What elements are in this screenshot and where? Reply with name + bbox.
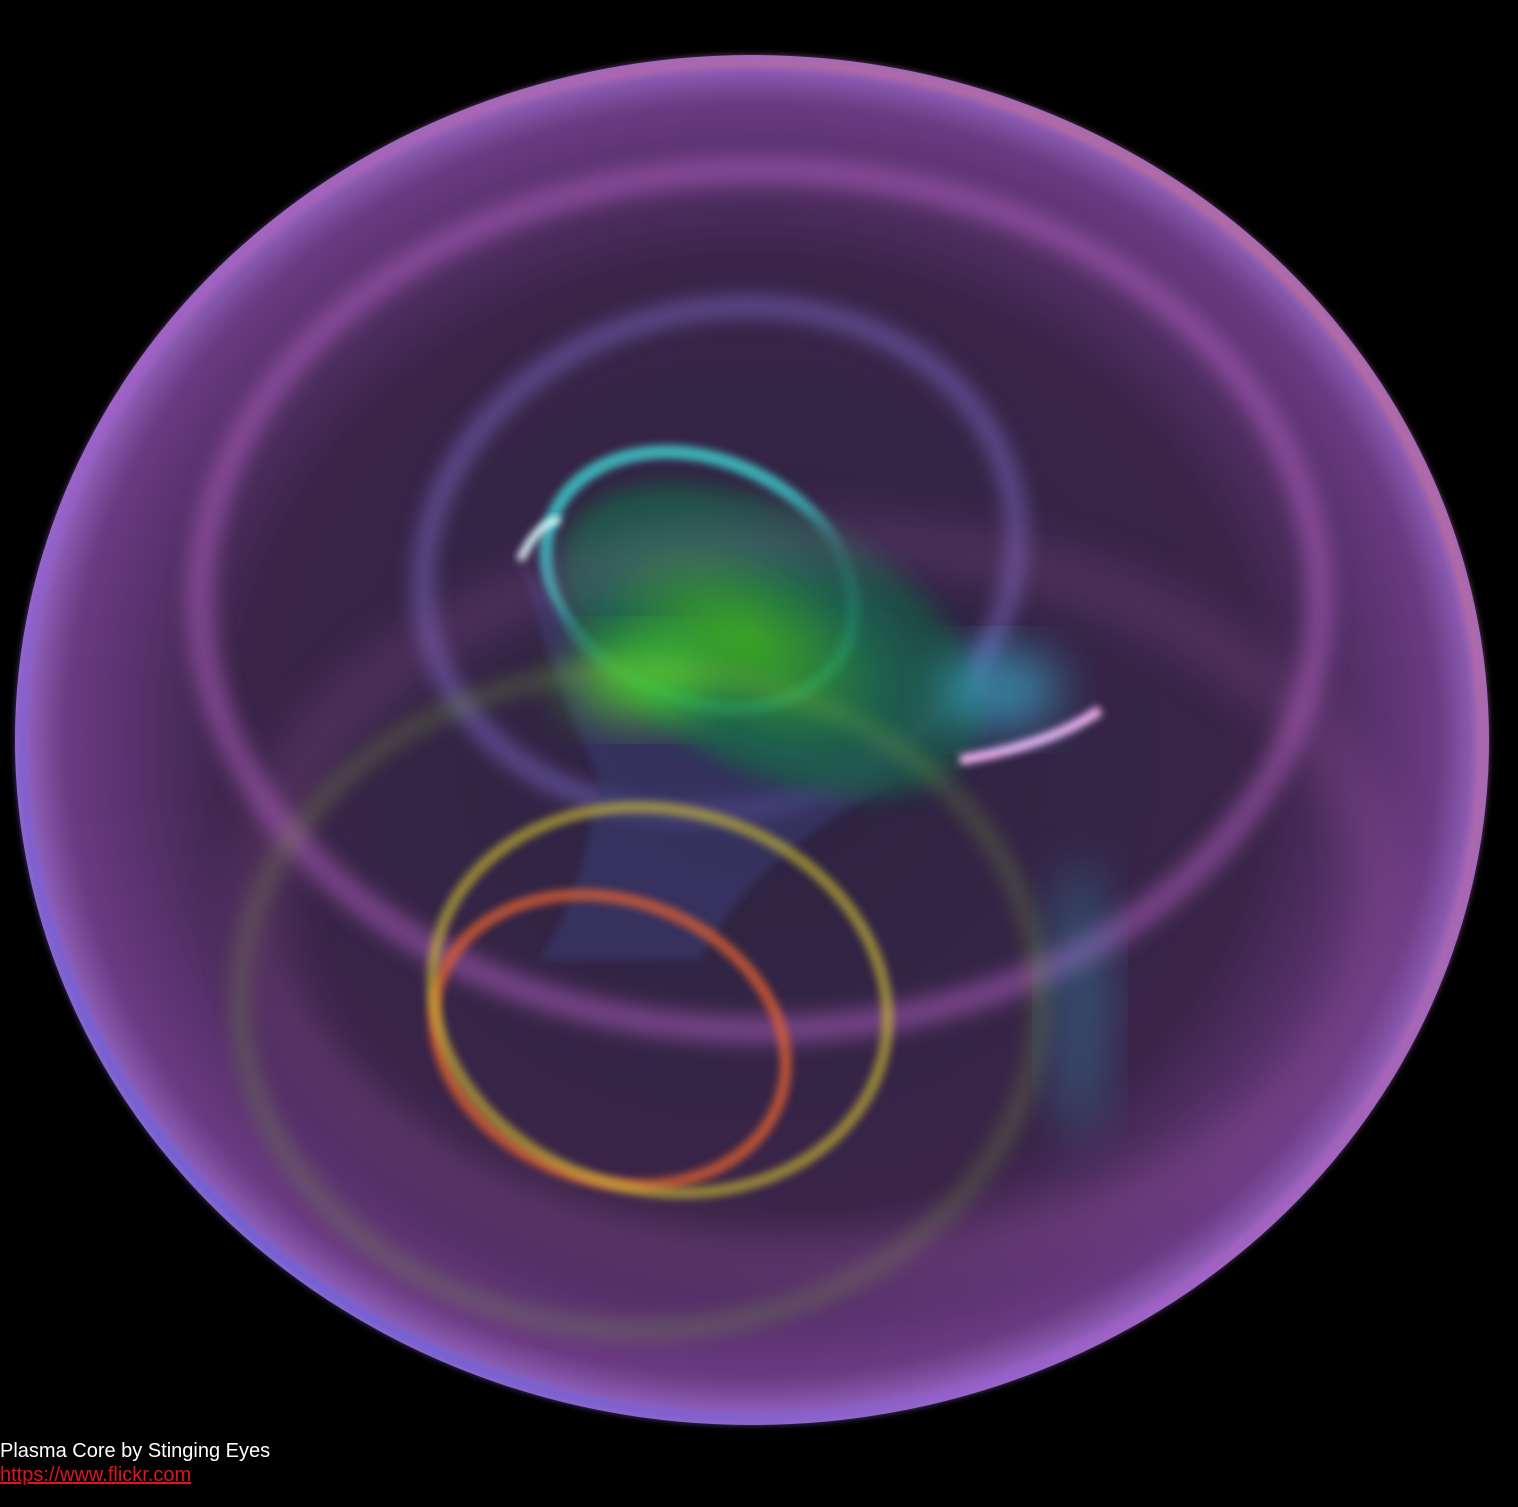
caption-link[interactable]: https://www.flickr.com <box>0 1464 192 1486</box>
plasma-art <box>15 55 1489 1425</box>
caption-title: Plasma Core by Stinging Eyes <box>0 1440 271 1462</box>
caption: Plasma Core by Stinging Eyes https://www… <box>0 1439 270 1487</box>
